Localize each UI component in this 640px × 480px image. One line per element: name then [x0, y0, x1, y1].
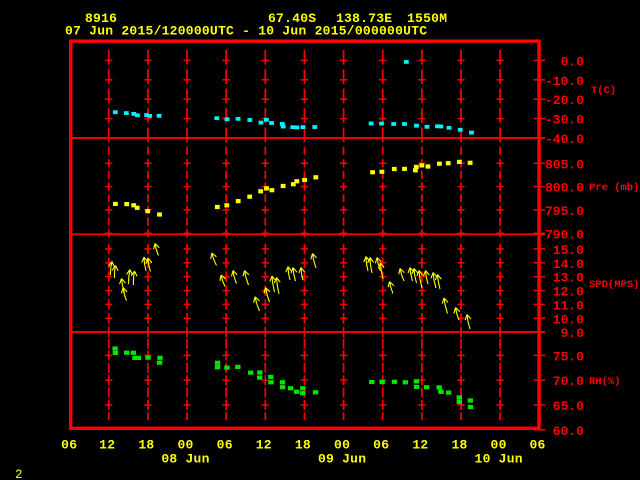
svg-text:65.0: 65.0	[553, 399, 584, 414]
svg-text:-40.0: -40.0	[545, 132, 584, 147]
svg-text:00: 00	[334, 437, 350, 452]
svg-text:70.0: 70.0	[553, 374, 584, 389]
svg-text:795.0: 795.0	[545, 204, 584, 219]
svg-text:805.0: 805.0	[545, 157, 584, 172]
svg-text:Pre (mb): Pre (mb)	[589, 182, 639, 194]
svg-text:-30.0: -30.0	[545, 113, 584, 128]
svg-text:12: 12	[256, 437, 272, 452]
svg-text:18: 18	[138, 437, 154, 452]
svg-text:0.0: 0.0	[561, 54, 585, 69]
svg-text:-20.0: -20.0	[545, 93, 584, 108]
svg-text:09 Jun: 09 Jun	[318, 451, 366, 466]
svg-text:08 Jun: 08 Jun	[161, 451, 209, 466]
svg-text:07 Jun 2015/120000UTC - 10 Jun: 07 Jun 2015/120000UTC - 10 Jun 2015/0000…	[65, 23, 427, 38]
svg-text:00: 00	[491, 437, 507, 452]
svg-text:75.0: 75.0	[553, 349, 584, 364]
svg-text:60.0: 60.0	[553, 424, 584, 439]
svg-text:67.40S: 67.40S	[268, 11, 316, 26]
svg-text:18: 18	[295, 437, 311, 452]
svg-text:06: 06	[529, 437, 545, 452]
svg-text:10.0: 10.0	[553, 312, 584, 327]
svg-text:00: 00	[177, 437, 193, 452]
svg-text:06: 06	[373, 437, 389, 452]
svg-text:2: 2	[15, 468, 23, 480]
svg-text:15.0: 15.0	[553, 243, 584, 258]
svg-text:14.0: 14.0	[553, 257, 584, 272]
svg-text:12: 12	[412, 437, 428, 452]
svg-text:12: 12	[99, 437, 115, 452]
svg-text:-10.0: -10.0	[545, 74, 584, 89]
svg-text:12.0: 12.0	[553, 285, 584, 300]
svg-text:790.0: 790.0	[545, 227, 584, 242]
svg-text:9.0: 9.0	[561, 326, 585, 341]
svg-text:18: 18	[451, 437, 467, 452]
svg-text:1550M: 1550M	[407, 11, 447, 26]
svg-text:11.0: 11.0	[553, 298, 584, 313]
svg-text:13.0: 13.0	[553, 271, 584, 286]
svg-text:RH(%): RH(%)	[589, 376, 621, 388]
svg-text:SPD(MPS): SPD(MPS)	[589, 279, 639, 291]
svg-text:T(C): T(C)	[591, 85, 616, 97]
svg-text:800.0: 800.0	[545, 181, 584, 196]
svg-text:06: 06	[217, 437, 233, 452]
svg-text:8916: 8916	[85, 11, 117, 26]
svg-text:10 Jun: 10 Jun	[475, 451, 523, 466]
svg-text:06: 06	[61, 437, 77, 452]
svg-text:138.73E: 138.73E	[336, 11, 392, 26]
